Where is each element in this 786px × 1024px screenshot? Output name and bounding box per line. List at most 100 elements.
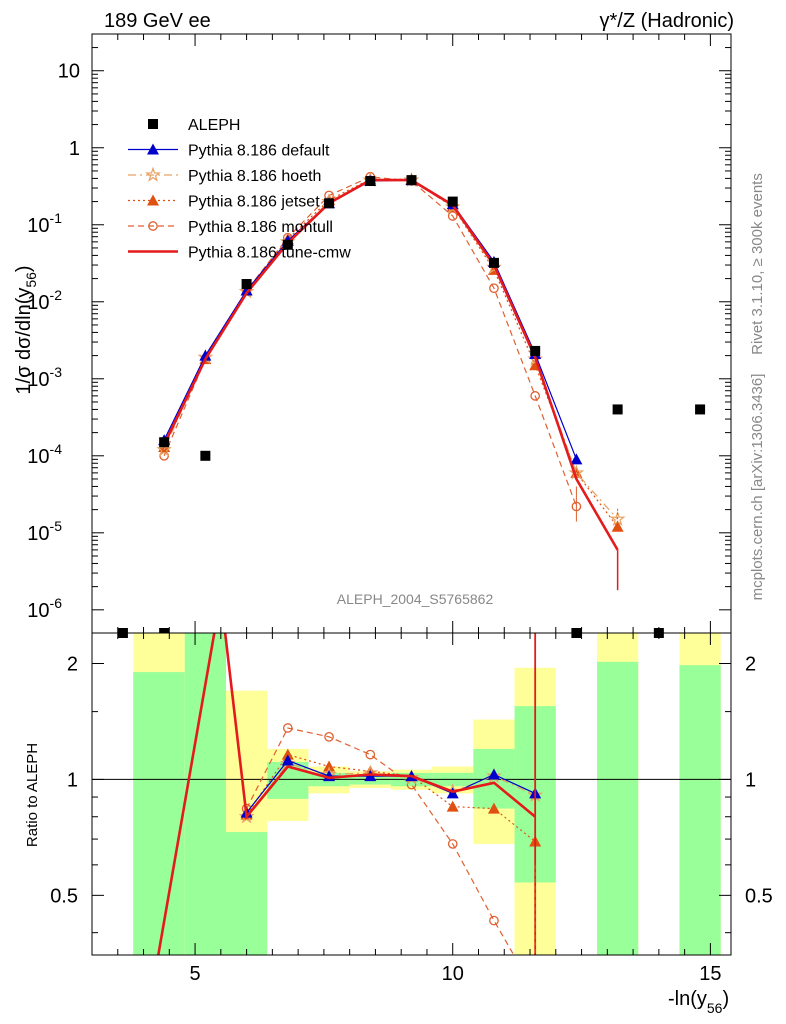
cmw-line <box>162 178 619 551</box>
main-ytick-label-base-1: 10 <box>27 523 49 545</box>
main-ytick-label-base-0: 10 <box>27 600 49 622</box>
default-point-1 <box>199 349 212 361</box>
main-ytick-label-base-6: 1 <box>69 138 80 160</box>
aleph-point-10 <box>612 404 623 415</box>
x-tick-label-2: 15 <box>699 963 721 985</box>
ratio-ytick-label-right-0: 0.5 <box>745 885 773 907</box>
montull-line <box>163 176 577 507</box>
aleph-point-8 <box>488 257 499 268</box>
jetset-ratio-point-5 <box>446 800 459 812</box>
jetset-ratio-point-1 <box>281 748 294 760</box>
ratio-ylabel: Ratio to ALEPH <box>24 743 41 847</box>
legend-cmw-label: Pythia 8.186 tune-cmw <box>188 245 351 262</box>
montull-ratio-point-2 <box>324 731 334 742</box>
main-ytick-label-0: 10-6 <box>27 595 62 622</box>
montull-ratio-point-6 <box>489 915 499 926</box>
legend: ALEPH Pythia 8.186 default Pythia 8.186 ho… <box>128 117 351 262</box>
aleph-point-9 <box>530 345 541 356</box>
main-ytick-label-base-7: 10 <box>58 61 80 83</box>
montull-ratio-point-5 <box>447 839 458 849</box>
x-tick-label-0: 5 <box>190 963 201 985</box>
hoeth-ratio-line <box>246 762 536 818</box>
legend-hoeth-marker <box>145 166 161 182</box>
analysis-watermark: ALEPH_2004_S5765862 <box>337 591 494 607</box>
aleph-point-3 <box>282 239 293 250</box>
x-axis-label-subscript: 56 <box>707 1000 723 1016</box>
main-ylabel-text: 1/σ dσ/dln(y <box>13 288 35 395</box>
main-ytick-label-1: 10-5 <box>27 518 62 545</box>
ratio-frame <box>91 632 732 956</box>
hoeth-ratio-point-0 <box>238 808 255 824</box>
montull-point-8 <box>489 283 499 294</box>
default-ratio-point-1 <box>281 754 294 766</box>
montull-ratio-point-7 <box>531 988 539 996</box>
main-ytick-label-5: 10-1 <box>27 210 62 237</box>
green-band-11 <box>679 665 721 955</box>
header-right: γ*/Z (Hadronic) <box>600 10 734 32</box>
aleph-point-1 <box>200 450 211 461</box>
main-ytick-label-exp-5: -1 <box>50 210 63 226</box>
ratio-ytick-label-right-2: 2 <box>745 653 756 675</box>
default-point-2 <box>240 284 253 296</box>
main-ytick-label-exp-4: -2 <box>50 287 63 303</box>
main-ylabel-subscript: 56 <box>23 272 39 288</box>
main-ytick-label-base-2: 10 <box>27 446 49 468</box>
aleph-point-6 <box>406 175 417 186</box>
main-ytick-label-2: 10-4 <box>27 441 62 468</box>
montull-ratio-line <box>246 727 515 955</box>
main-ytick-label-6: 1 <box>69 138 80 160</box>
mcplots-label: mcplots.cern.ch [arXiv:1306.3436] <box>749 374 766 601</box>
ratio-ytick-label-2: 2 <box>67 653 78 675</box>
aleph-point-2 <box>241 279 252 290</box>
rivet-label: Rivet 3.1.10, ≥ 300k events <box>749 173 766 355</box>
main-ylabel: 1/σ dσ/dln(y56) <box>13 265 39 394</box>
x-axis-label-text: -ln(y <box>668 988 707 1010</box>
legend-default-marker <box>147 143 159 155</box>
main-ytick-label-exp-3: -3 <box>50 364 63 380</box>
aleph-point-4 <box>324 198 335 209</box>
aleph-point-5 <box>365 176 376 187</box>
ratio-ytick-label-1: 1 <box>67 769 78 791</box>
ratio-panel <box>133 633 721 955</box>
main-ytick-label-base-5: 10 <box>27 215 49 237</box>
legend-jetset-marker <box>147 194 159 206</box>
aleph-point-11 <box>695 404 706 415</box>
main-ytick-label-4: 10-2 <box>27 287 62 314</box>
main-ytick-label-base-4: 10 <box>27 292 49 314</box>
jetset-ratio-point-2 <box>323 760 336 772</box>
legend-montull-marker <box>148 221 158 231</box>
jetset-ratio-line <box>246 753 536 842</box>
jetset-ratio-point-6 <box>487 802 500 814</box>
ratio-ytick-label-0: 0.5 <box>50 885 78 907</box>
montull-ratio-point-1 <box>282 723 293 733</box>
legend-default-label: Pythia 8.186 default <box>188 143 330 160</box>
hoeth-point-0 <box>156 441 173 457</box>
ratio-panel-axes: 0.5 0.5 1 1 2 2 5 10 15 <box>50 632 773 985</box>
legend-hoeth-label: Pythia 8.186 hoeth <box>188 168 321 185</box>
green-band-0 <box>133 672 185 955</box>
main-ytick-label-3: 10-3 <box>27 364 62 391</box>
main-panel-data <box>156 171 706 591</box>
main-ytick-label-exp-1: -5 <box>50 518 63 534</box>
main-ytick-label-7: 10 <box>58 61 80 83</box>
legend-aleph-label: ALEPH <box>188 117 240 134</box>
x-axis-label: -ln(y56) <box>668 988 729 1016</box>
legend-aleph-marker <box>148 119 158 129</box>
montull-point-9 <box>530 391 541 401</box>
main-ylabel-close: ) <box>13 265 35 272</box>
aleph-point-0 <box>159 437 170 448</box>
header-left: 189 GeV ee <box>104 10 211 32</box>
ratio-panel-data <box>92 633 731 996</box>
default-point-10 <box>570 453 583 465</box>
main-ytick-label-exp-0: -6 <box>50 595 63 611</box>
x-tick-label-1: 10 <box>442 963 464 985</box>
montull-ratio-point-3 <box>365 749 376 760</box>
main-ytick-label-exp-2: -4 <box>50 441 63 457</box>
green-band-10 <box>597 661 639 955</box>
default-ratio-point-6 <box>487 768 500 780</box>
legend-jetset-label: Pythia 8.186 jetset <box>188 194 320 211</box>
x-axis-label-close: ) <box>722 988 729 1010</box>
legend-montull-label: Pythia 8.186 montull <box>188 219 333 236</box>
aleph-point-7 <box>447 196 458 207</box>
